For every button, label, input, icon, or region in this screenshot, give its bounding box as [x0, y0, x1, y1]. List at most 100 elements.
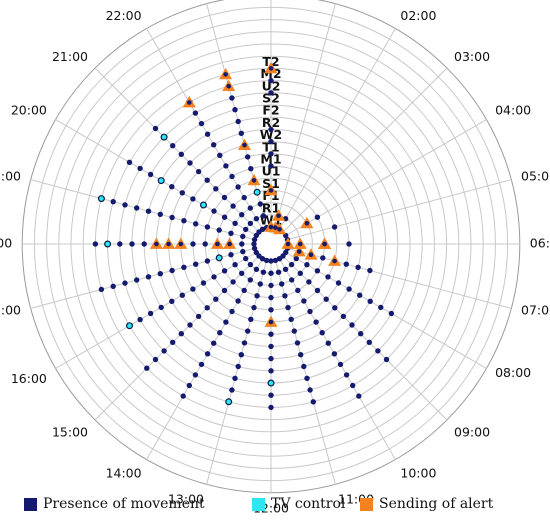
movement-marker — [169, 298, 175, 304]
movement-marker — [268, 343, 274, 350]
movement-marker — [297, 241, 303, 247]
movement-marker — [204, 177, 210, 183]
movement-marker — [110, 283, 116, 289]
legend-item-movement: Presence of movement — [24, 492, 205, 516]
tv-control-marker — [97, 195, 105, 203]
movement-marker — [238, 352, 244, 358]
movement-marker — [170, 143, 176, 149]
movement-marker — [154, 241, 159, 247]
movement-marker — [356, 393, 362, 399]
movement-marker — [357, 292, 363, 298]
movement-marker — [179, 190, 185, 196]
movement-marker — [293, 255, 299, 262]
movement-marker — [320, 255, 326, 261]
movement-marker — [294, 340, 301, 346]
ring-label: R1 — [262, 200, 280, 215]
movement-marker — [204, 258, 211, 264]
movement-marker — [223, 163, 229, 169]
movement-marker — [126, 159, 133, 165]
movement-marker — [268, 258, 274, 264]
movement-marker — [213, 296, 219, 302]
movement-marker — [98, 286, 105, 293]
ring-label: T2 — [262, 54, 279, 69]
movement-marker — [251, 245, 258, 252]
movement-marker — [291, 328, 297, 334]
movement-marker — [346, 241, 352, 247]
hour-label: 14:00 — [106, 466, 142, 481]
movement-marker — [268, 355, 274, 362]
grid-spoke — [274, 3, 336, 228]
movement-marker — [279, 281, 285, 287]
movement-marker — [257, 281, 263, 287]
movement-marker — [251, 236, 258, 243]
hour-label: 09:00 — [454, 425, 490, 440]
movement-marker — [343, 372, 350, 378]
tv-control-marker — [225, 398, 233, 406]
movement-marker — [319, 330, 325, 336]
movement-marker — [141, 241, 147, 247]
movement-marker — [147, 310, 154, 317]
movement-marker — [268, 392, 274, 398]
movement-marker — [137, 316, 143, 323]
movement-marker — [235, 363, 241, 370]
movement-marker — [223, 319, 229, 325]
movement-marker — [314, 268, 321, 274]
movement-marker — [235, 298, 241, 304]
movement-marker — [211, 340, 217, 346]
movement-marker — [221, 287, 228, 294]
movement-marker — [129, 241, 135, 247]
movement-marker — [304, 221, 310, 226]
movement-marker — [367, 267, 373, 274]
movement-marker — [92, 241, 99, 247]
movement-marker — [248, 316, 254, 322]
movement-marker — [288, 316, 294, 322]
ring-label: W2 — [260, 127, 283, 142]
hour-label: 22:00 — [106, 8, 142, 23]
movement-marker — [268, 126, 274, 133]
movement-marker — [375, 348, 381, 354]
movement-marker — [268, 163, 274, 169]
movement-marker — [251, 178, 257, 183]
movement-marker — [232, 220, 238, 226]
movement-marker — [268, 368, 274, 374]
movement-marker — [322, 241, 327, 247]
movement-marker — [215, 241, 220, 247]
movement-marker — [289, 277, 295, 283]
movement-marker — [223, 72, 228, 77]
tv-control-marker — [157, 177, 165, 185]
hour-label: 17:00 — [0, 303, 21, 318]
grid-spoke — [279, 28, 396, 230]
movement-marker — [268, 188, 274, 193]
movement-marker — [221, 214, 228, 220]
legend-item-tv: TV control — [252, 492, 345, 516]
movement-marker — [276, 256, 283, 262]
movement-marker — [122, 280, 128, 286]
hour-label: 02:00 — [400, 8, 436, 23]
movement-marker — [259, 226, 266, 232]
movement-marker — [235, 184, 241, 190]
movement-marker — [178, 241, 184, 247]
movement-marker — [257, 201, 263, 207]
hour-label: 13:00 — [168, 492, 204, 507]
movement-marker — [285, 241, 291, 247]
movement-marker — [253, 266, 260, 272]
movement-marker — [240, 233, 246, 240]
movement-marker — [253, 249, 259, 256]
movement-marker — [243, 226, 249, 233]
hour-label: 21:00 — [52, 49, 88, 64]
movement-marker — [263, 257, 270, 264]
movement-marker — [243, 255, 249, 262]
movement-marker — [260, 269, 267, 275]
movement-marker — [268, 270, 274, 276]
movement-marker — [227, 241, 232, 247]
movement-marker — [343, 261, 349, 267]
movement-marker — [358, 331, 364, 337]
movement-marker — [161, 348, 167, 354]
movement-marker — [297, 270, 303, 276]
ring-label: R2 — [262, 115, 280, 130]
movement-marker — [268, 151, 274, 157]
movement-marker — [198, 120, 205, 127]
movement-marker — [332, 258, 337, 264]
movement-marker — [152, 356, 159, 363]
